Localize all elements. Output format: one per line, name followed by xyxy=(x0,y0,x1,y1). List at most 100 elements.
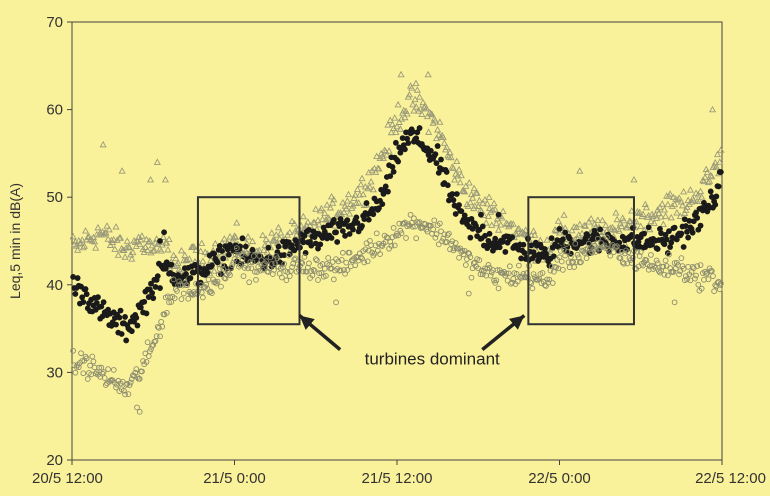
triangle-point xyxy=(405,90,413,98)
circle-point xyxy=(693,272,699,279)
dot-point xyxy=(715,183,722,190)
dot-point xyxy=(453,191,460,197)
circle-point xyxy=(510,275,517,282)
circle-point xyxy=(652,264,659,271)
triangle-point xyxy=(379,154,388,161)
circle-point xyxy=(338,256,345,263)
triangle-point xyxy=(145,238,153,245)
circle-point xyxy=(476,257,483,264)
circle-point xyxy=(291,256,298,263)
circle-point xyxy=(121,387,127,394)
circle-point xyxy=(372,242,379,249)
triangle-point xyxy=(419,98,427,106)
circle-point xyxy=(136,375,143,382)
circle-point xyxy=(414,219,421,225)
circle-point xyxy=(692,275,698,282)
dot-point xyxy=(392,139,399,146)
circle-point xyxy=(330,276,337,283)
circle-point xyxy=(244,250,250,257)
dot-point xyxy=(363,200,370,206)
triangle-point xyxy=(455,165,463,173)
dot-point xyxy=(216,243,223,249)
triangle-point xyxy=(376,154,384,161)
circle-point xyxy=(119,378,126,385)
dot-point xyxy=(370,211,377,218)
circle-point xyxy=(432,234,439,241)
dot-point xyxy=(334,239,341,245)
circle-point xyxy=(149,343,155,349)
circle-point xyxy=(620,260,627,267)
circle-point xyxy=(180,290,187,297)
dot-point xyxy=(312,240,319,247)
dot-point xyxy=(562,229,569,236)
triangle-point xyxy=(700,177,708,185)
circle-point xyxy=(133,366,140,372)
triangle-point xyxy=(484,212,492,219)
circle-point xyxy=(405,221,412,228)
dot-point xyxy=(214,259,221,266)
dot-point xyxy=(658,230,664,237)
triangle-point xyxy=(461,187,469,195)
triangle-point xyxy=(576,220,584,228)
dot-point xyxy=(671,224,678,231)
circle-point xyxy=(156,325,162,331)
triangle-point xyxy=(339,198,347,206)
circle-point xyxy=(503,270,510,277)
circle-point xyxy=(487,272,494,279)
circle-point xyxy=(446,230,452,237)
circle-point xyxy=(397,227,404,234)
circle-point xyxy=(653,257,660,264)
circle-point xyxy=(361,259,368,266)
circle-point xyxy=(113,384,119,391)
circle-point xyxy=(238,251,245,257)
circle-point xyxy=(462,262,469,268)
dot-point xyxy=(414,129,421,136)
dot-point xyxy=(300,239,307,246)
dot-point xyxy=(122,314,128,320)
triangle-point xyxy=(392,128,400,135)
annotation-arrow-head xyxy=(299,315,315,330)
circle-point xyxy=(571,264,578,270)
circle-point xyxy=(212,279,219,285)
dot-point xyxy=(359,223,365,229)
circle-point xyxy=(215,271,222,278)
circle-point xyxy=(655,268,662,274)
x-tick-label: 22/5 12:00 xyxy=(695,470,766,487)
triangle-point xyxy=(630,175,638,183)
triangle-point xyxy=(447,153,455,161)
triangle-point xyxy=(580,221,588,229)
triangle-point xyxy=(413,86,421,93)
circle-point xyxy=(377,251,383,257)
triangle-point xyxy=(137,236,145,243)
circle-point xyxy=(176,278,183,285)
triangle-point xyxy=(425,128,433,135)
dot-point xyxy=(684,228,690,235)
triangle-point xyxy=(232,233,240,240)
circle-point xyxy=(83,355,90,362)
dot-point xyxy=(518,255,525,262)
dot-point xyxy=(333,229,339,236)
circle-point xyxy=(546,276,553,283)
circle-point xyxy=(661,271,668,278)
triangle-point xyxy=(410,107,418,114)
dot-point xyxy=(275,243,282,250)
dot-point xyxy=(168,261,175,268)
triangle-point xyxy=(613,215,621,223)
annotation-arrow-head xyxy=(509,315,525,330)
circle-point xyxy=(168,299,175,305)
circle-point xyxy=(134,404,140,411)
circle-point xyxy=(136,408,143,415)
triangle-point xyxy=(664,200,672,208)
circle-point xyxy=(271,267,277,273)
circle-point xyxy=(492,279,499,286)
triangle-point xyxy=(409,100,417,108)
x-tick-label: 20/5 12:00 xyxy=(32,470,103,487)
triangle-point xyxy=(687,198,696,205)
dot-point xyxy=(556,225,563,232)
triangle-point xyxy=(262,235,270,243)
triangle-point xyxy=(428,110,436,118)
triangle-point xyxy=(657,213,665,220)
circle-point xyxy=(310,267,317,273)
circle-point xyxy=(698,285,705,292)
